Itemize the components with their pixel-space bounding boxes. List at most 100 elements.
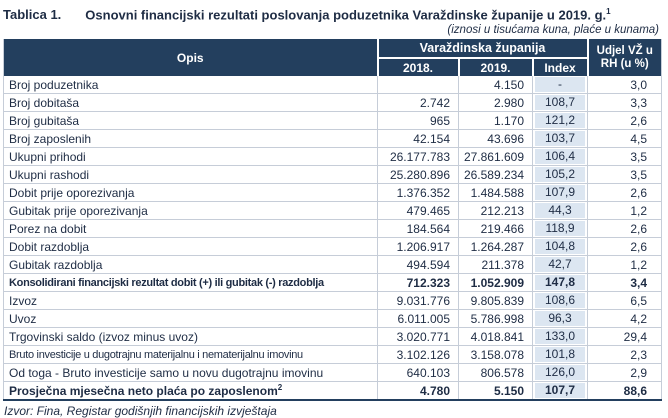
table-row: Broj gubitaša 965 1.170 121,2 2,6 [3, 111, 662, 131]
value-2019: 5.786.998 [458, 309, 533, 329]
row-label: Gubitak razdoblja [3, 255, 378, 275]
index-chip: 121,2 [535, 113, 586, 129]
value-2019: 219.466 [458, 219, 533, 239]
index-chip: 96,3 [535, 311, 586, 327]
value-index: 42,7 [532, 255, 589, 275]
value-index: 121,2 [532, 111, 589, 131]
row-label: Trgovinski saldo (izvoz minus uvoz) [3, 327, 378, 347]
value-2019: 4.150 [458, 76, 533, 95]
row-label: Prosječna mjesečna neto plaća po zaposle… [3, 381, 378, 401]
index-chip: 42,7 [535, 257, 586, 273]
row-label: Uvoz [3, 309, 378, 329]
value-share: 2,6 [587, 183, 662, 203]
index-chip: 106,4 [535, 149, 586, 165]
title-footnote-marker: 1 [606, 7, 611, 16]
value-share: 3,5 [587, 147, 662, 167]
value-2019: 5.150 [458, 381, 533, 401]
value-index: - [532, 76, 589, 95]
value-share: 1,2 [587, 201, 662, 221]
row-label: Broj poduzetnika [3, 76, 378, 95]
value-index: 101,8 [532, 345, 589, 365]
row-label: Izvoz [3, 291, 378, 311]
index-chip: 147,8 [535, 275, 586, 291]
value-2019: 27.861.609 [458, 147, 533, 167]
value-2019: 26.589.234 [458, 165, 533, 185]
value-index: 106,4 [532, 147, 589, 167]
index-chip: 44,3 [535, 203, 586, 219]
value-2018: 26.177.783 [377, 147, 459, 167]
value-index: 126,0 [532, 363, 589, 383]
value-2019: 211.378 [458, 255, 533, 275]
value-2019: 3.158.078 [458, 345, 533, 365]
value-2018: 3.102.126 [377, 345, 459, 365]
table-row: Bruto investicije u dugotrajnu materijal… [3, 345, 662, 365]
index-chip: - [535, 77, 586, 93]
index-chip: 108,7 [535, 95, 586, 111]
row-label: Gubitak prije oporezivanja [3, 201, 378, 221]
table-row: Gubitak razdoblja 494.594 211.378 42,7 1,2 [3, 255, 662, 275]
value-share: 2,6 [587, 219, 662, 239]
table-row: Ukupni rashodi 25.280.896 26.589.234 105,2 3… [3, 165, 662, 185]
value-2018: 6.011.005 [377, 309, 459, 329]
table-row: Konsolidirani financijski rezultat dobit… [3, 273, 662, 293]
value-index: 118,9 [532, 219, 589, 239]
table-row: Od toga - Bruto investicije samo u novu … [3, 363, 662, 383]
value-2019: 4.018.841 [458, 327, 533, 347]
value-share: 3,3 [587, 93, 662, 113]
table-caption: Tablica 1. Osnovni financijski rezultati… [3, 4, 668, 22]
value-share: 2,6 [587, 111, 662, 131]
value-2018: 494.594 [377, 255, 459, 275]
index-chip: 107,9 [535, 185, 586, 201]
value-share: 4,2 [587, 309, 662, 329]
table-row: Gubitak prije oporezivanja 479.465 212.213… [3, 201, 662, 221]
value-share: 4,5 [587, 129, 662, 149]
value-2018: 1.206.917 [377, 237, 459, 257]
index-chip: 104,8 [535, 239, 586, 255]
value-index: 107,7 [532, 381, 589, 401]
value-2019: 212.213 [458, 201, 533, 221]
table-row: Trgovinski saldo (izvoz minus uvoz) 3.020… [3, 327, 662, 347]
table-header: Opis Varaždinska županija Udjel VŽ u RH … [3, 39, 662, 77]
row-label: Ukupni prihodi [3, 147, 378, 167]
row-label: Dobit razdoblja [3, 237, 378, 257]
value-2018: 25.280.896 [377, 165, 459, 185]
table-number: Tablica 1. [3, 7, 62, 23]
value-index: 108,6 [532, 291, 589, 311]
value-index: 105,2 [532, 165, 589, 185]
value-index: 107,9 [532, 183, 589, 203]
value-2019: 1.484.588 [458, 183, 533, 203]
table-row: Broj poduzetnika 4.150-3,0 [3, 76, 662, 95]
table-row: Broj dobitaša 2.742 2.980 108,7 3,3 [3, 93, 662, 113]
table-row: Ukupni prihodi 26.177.783 27.861.609 106,4 3… [3, 147, 662, 167]
index-chip: 133,0 [535, 329, 586, 345]
row-label: Porez na dobit [3, 219, 378, 239]
row-label: Konsolidirani financijski rezultat dobit… [3, 273, 378, 293]
value-2019: 1.170 [458, 111, 533, 131]
value-2019: 2.980 [458, 93, 533, 113]
value-share: 2,6 [587, 237, 662, 257]
source-note: Izvor: Fina, Registar godišnjih financij… [4, 404, 277, 418]
value-2019: 9.805.839 [458, 291, 533, 311]
value-2019: 43.696 [458, 129, 533, 149]
value-index: 104,8 [532, 237, 589, 257]
value-share: 3,4 [587, 273, 662, 293]
table-row: Porez na dobit 184.564 219.466 118,9 2,6 [3, 219, 662, 239]
index-chip: 105,2 [535, 167, 586, 183]
value-index: 44,3 [532, 201, 589, 221]
value-2018: 1.376.352 [377, 183, 459, 203]
row-label: Broj gubitaša [3, 111, 378, 131]
value-share: 3,0 [587, 76, 662, 95]
value-2018: 9.031.776 [377, 291, 459, 311]
row-label: Bruto investicije u dugotrajnu materijal… [3, 345, 378, 365]
value-share: 3,5 [587, 165, 662, 185]
header-share: Udjel VŽ u RH (u %) [586, 39, 662, 77]
table-row: Izvoz 9.031.776 9.805.839 108,6 6,5 [3, 291, 662, 311]
value-2018: 479.465 [377, 201, 459, 221]
value-share: 1,2 [587, 255, 662, 275]
row-label: Broj zaposlenih [3, 129, 378, 149]
value-2019: 1.264.287 [458, 237, 533, 257]
value-2018 [377, 76, 459, 95]
table-row: Dobit prije oporezivanja 1.376.352 1.484.5… [3, 183, 662, 203]
value-2018: 184.564 [377, 219, 459, 239]
